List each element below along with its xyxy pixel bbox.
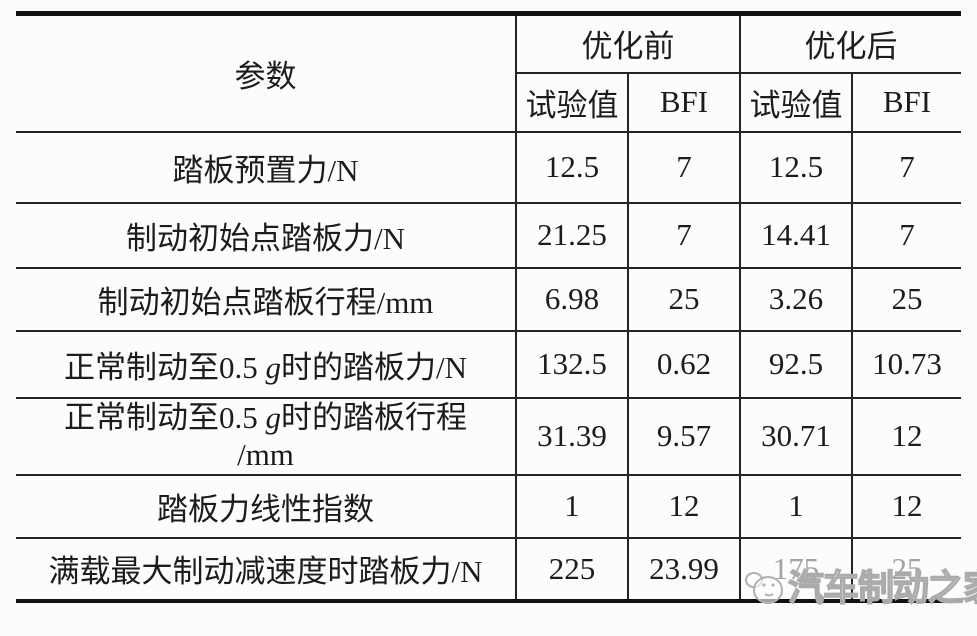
table-row: 满载最大制动减速度时踏板力/N 225 23.99 175 25 (16, 536, 961, 603)
value-cell-before-bfi: 7 (627, 201, 741, 269)
value-cell-before-test: 12.5 (515, 130, 629, 204)
after-bfi-subheader: BFI (851, 71, 961, 133)
value-cell-after-test: 12.5 (739, 130, 853, 204)
value-cell-after-bfi: 25 (851, 266, 961, 332)
value-cell-before-bfi: 0.62 (627, 329, 741, 399)
value-cell-before-test: 132.5 (515, 329, 629, 399)
before-bfi-subheader: BFI (627, 71, 741, 133)
table-row: 正常制动至0.5 g时的踏板行程/mm 31.39 9.57 30.71 12 (16, 396, 961, 476)
table-row: 踏板预置力/N 12.5 7 12.5 7 (16, 130, 961, 204)
value-cell-before-bfi: 9.57 (627, 396, 741, 476)
value-cell-after-test: 1 (739, 473, 853, 539)
value-cell-before-test: 225 (515, 536, 629, 603)
row-label-cell: 踏板预置力/N (16, 130, 517, 204)
value-cell-before-bfi: 23.99 (627, 536, 741, 603)
value-cell-before-test: 31.39 (515, 396, 629, 476)
after-optimization-header: 优化后 (739, 11, 961, 74)
table-row: 正常制动至0.5 g时的踏板力/N 132.5 0.62 92.5 10.73 (16, 329, 961, 399)
table-row: 踏板力线性指数 1 12 1 12 (16, 473, 961, 539)
row-label-cell: 正常制动至0.5 g时的踏板力/N (16, 329, 517, 399)
parameters-table: 参数 优化前 优化后 试验值 BFI 试验值 BFI 踏板预置力/N 12.5 … (16, 11, 961, 603)
value-cell-before-bfi: 25 (627, 266, 741, 332)
value-cell-after-test: 92.5 (739, 329, 853, 399)
row-label-cell: 制动初始点踏板力/N (16, 201, 517, 269)
value-cell-before-test: 1 (515, 473, 629, 539)
param-header-cell: 参数 (16, 11, 517, 133)
after-test-subheader: 试验值 (739, 71, 853, 133)
value-cell-after-test: 14.41 (739, 201, 853, 269)
value-cell-before-test: 21.25 (515, 201, 629, 269)
value-cell-after-bfi: 7 (851, 130, 961, 204)
value-cell-after-test: 30.71 (739, 396, 853, 476)
table-row: 制动初始点踏板行程/mm 6.98 25 3.26 25 (16, 266, 961, 332)
row-label-cell: 满载最大制动减速度时踏板力/N (16, 536, 517, 603)
value-cell-after-bfi: 12 (851, 473, 961, 539)
row-label-cell: 制动初始点踏板行程/mm (16, 266, 517, 332)
value-cell-before-bfi: 7 (627, 130, 741, 204)
value-cell-after-bfi: 10.73 (851, 329, 961, 399)
before-optimization-header: 优化前 (515, 11, 741, 74)
value-cell-after-test: 175 (739, 536, 853, 603)
value-cell-before-test: 6.98 (515, 266, 629, 332)
value-cell-after-bfi: 25 (851, 536, 961, 603)
before-test-subheader: 试验值 (515, 71, 629, 133)
value-cell-after-bfi: 7 (851, 201, 961, 269)
value-cell-after-bfi: 12 (851, 396, 961, 476)
value-cell-before-bfi: 12 (627, 473, 741, 539)
row-label-cell: 正常制动至0.5 g时的踏板行程/mm (16, 396, 517, 476)
row-label-cell: 踏板力线性指数 (16, 473, 517, 539)
table-row: 制动初始点踏板力/N 21.25 7 14.41 7 (16, 201, 961, 269)
value-cell-after-test: 3.26 (739, 266, 853, 332)
